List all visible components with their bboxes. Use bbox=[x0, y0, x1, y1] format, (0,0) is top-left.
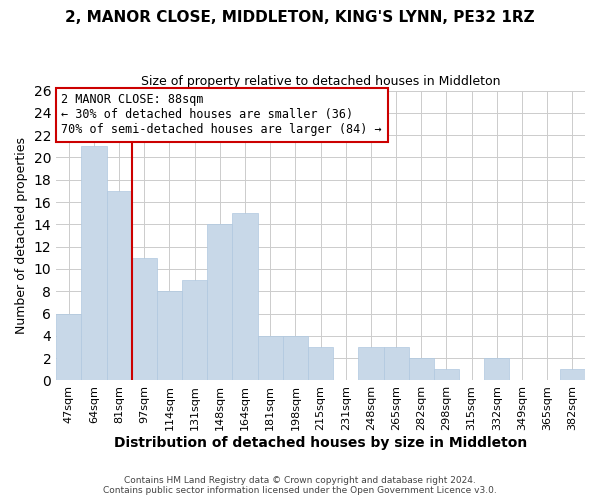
Bar bbox=[232, 213, 257, 380]
X-axis label: Distribution of detached houses by size in Middleton: Distribution of detached houses by size … bbox=[114, 436, 527, 450]
Bar bbox=[409, 358, 434, 380]
Bar bbox=[132, 258, 157, 380]
Text: 2 MANOR CLOSE: 88sqm
← 30% of detached houses are smaller (36)
70% of semi-detac: 2 MANOR CLOSE: 88sqm ← 30% of detached h… bbox=[61, 94, 382, 136]
Bar bbox=[283, 336, 308, 380]
Bar bbox=[308, 347, 333, 380]
Text: Contains HM Land Registry data © Crown copyright and database right 2024.
Contai: Contains HM Land Registry data © Crown c… bbox=[103, 476, 497, 495]
Bar bbox=[383, 347, 409, 380]
Y-axis label: Number of detached properties: Number of detached properties bbox=[15, 137, 28, 334]
Bar bbox=[434, 370, 459, 380]
Bar bbox=[107, 191, 132, 380]
Bar bbox=[157, 292, 182, 380]
Bar bbox=[56, 314, 82, 380]
Title: Size of property relative to detached houses in Middleton: Size of property relative to detached ho… bbox=[141, 75, 500, 88]
Bar bbox=[207, 224, 232, 380]
Bar bbox=[257, 336, 283, 380]
Text: 2, MANOR CLOSE, MIDDLETON, KING'S LYNN, PE32 1RZ: 2, MANOR CLOSE, MIDDLETON, KING'S LYNN, … bbox=[65, 10, 535, 25]
Bar bbox=[182, 280, 207, 380]
Bar bbox=[560, 370, 585, 380]
Bar bbox=[358, 347, 383, 380]
Bar bbox=[484, 358, 509, 380]
Bar bbox=[82, 146, 107, 380]
